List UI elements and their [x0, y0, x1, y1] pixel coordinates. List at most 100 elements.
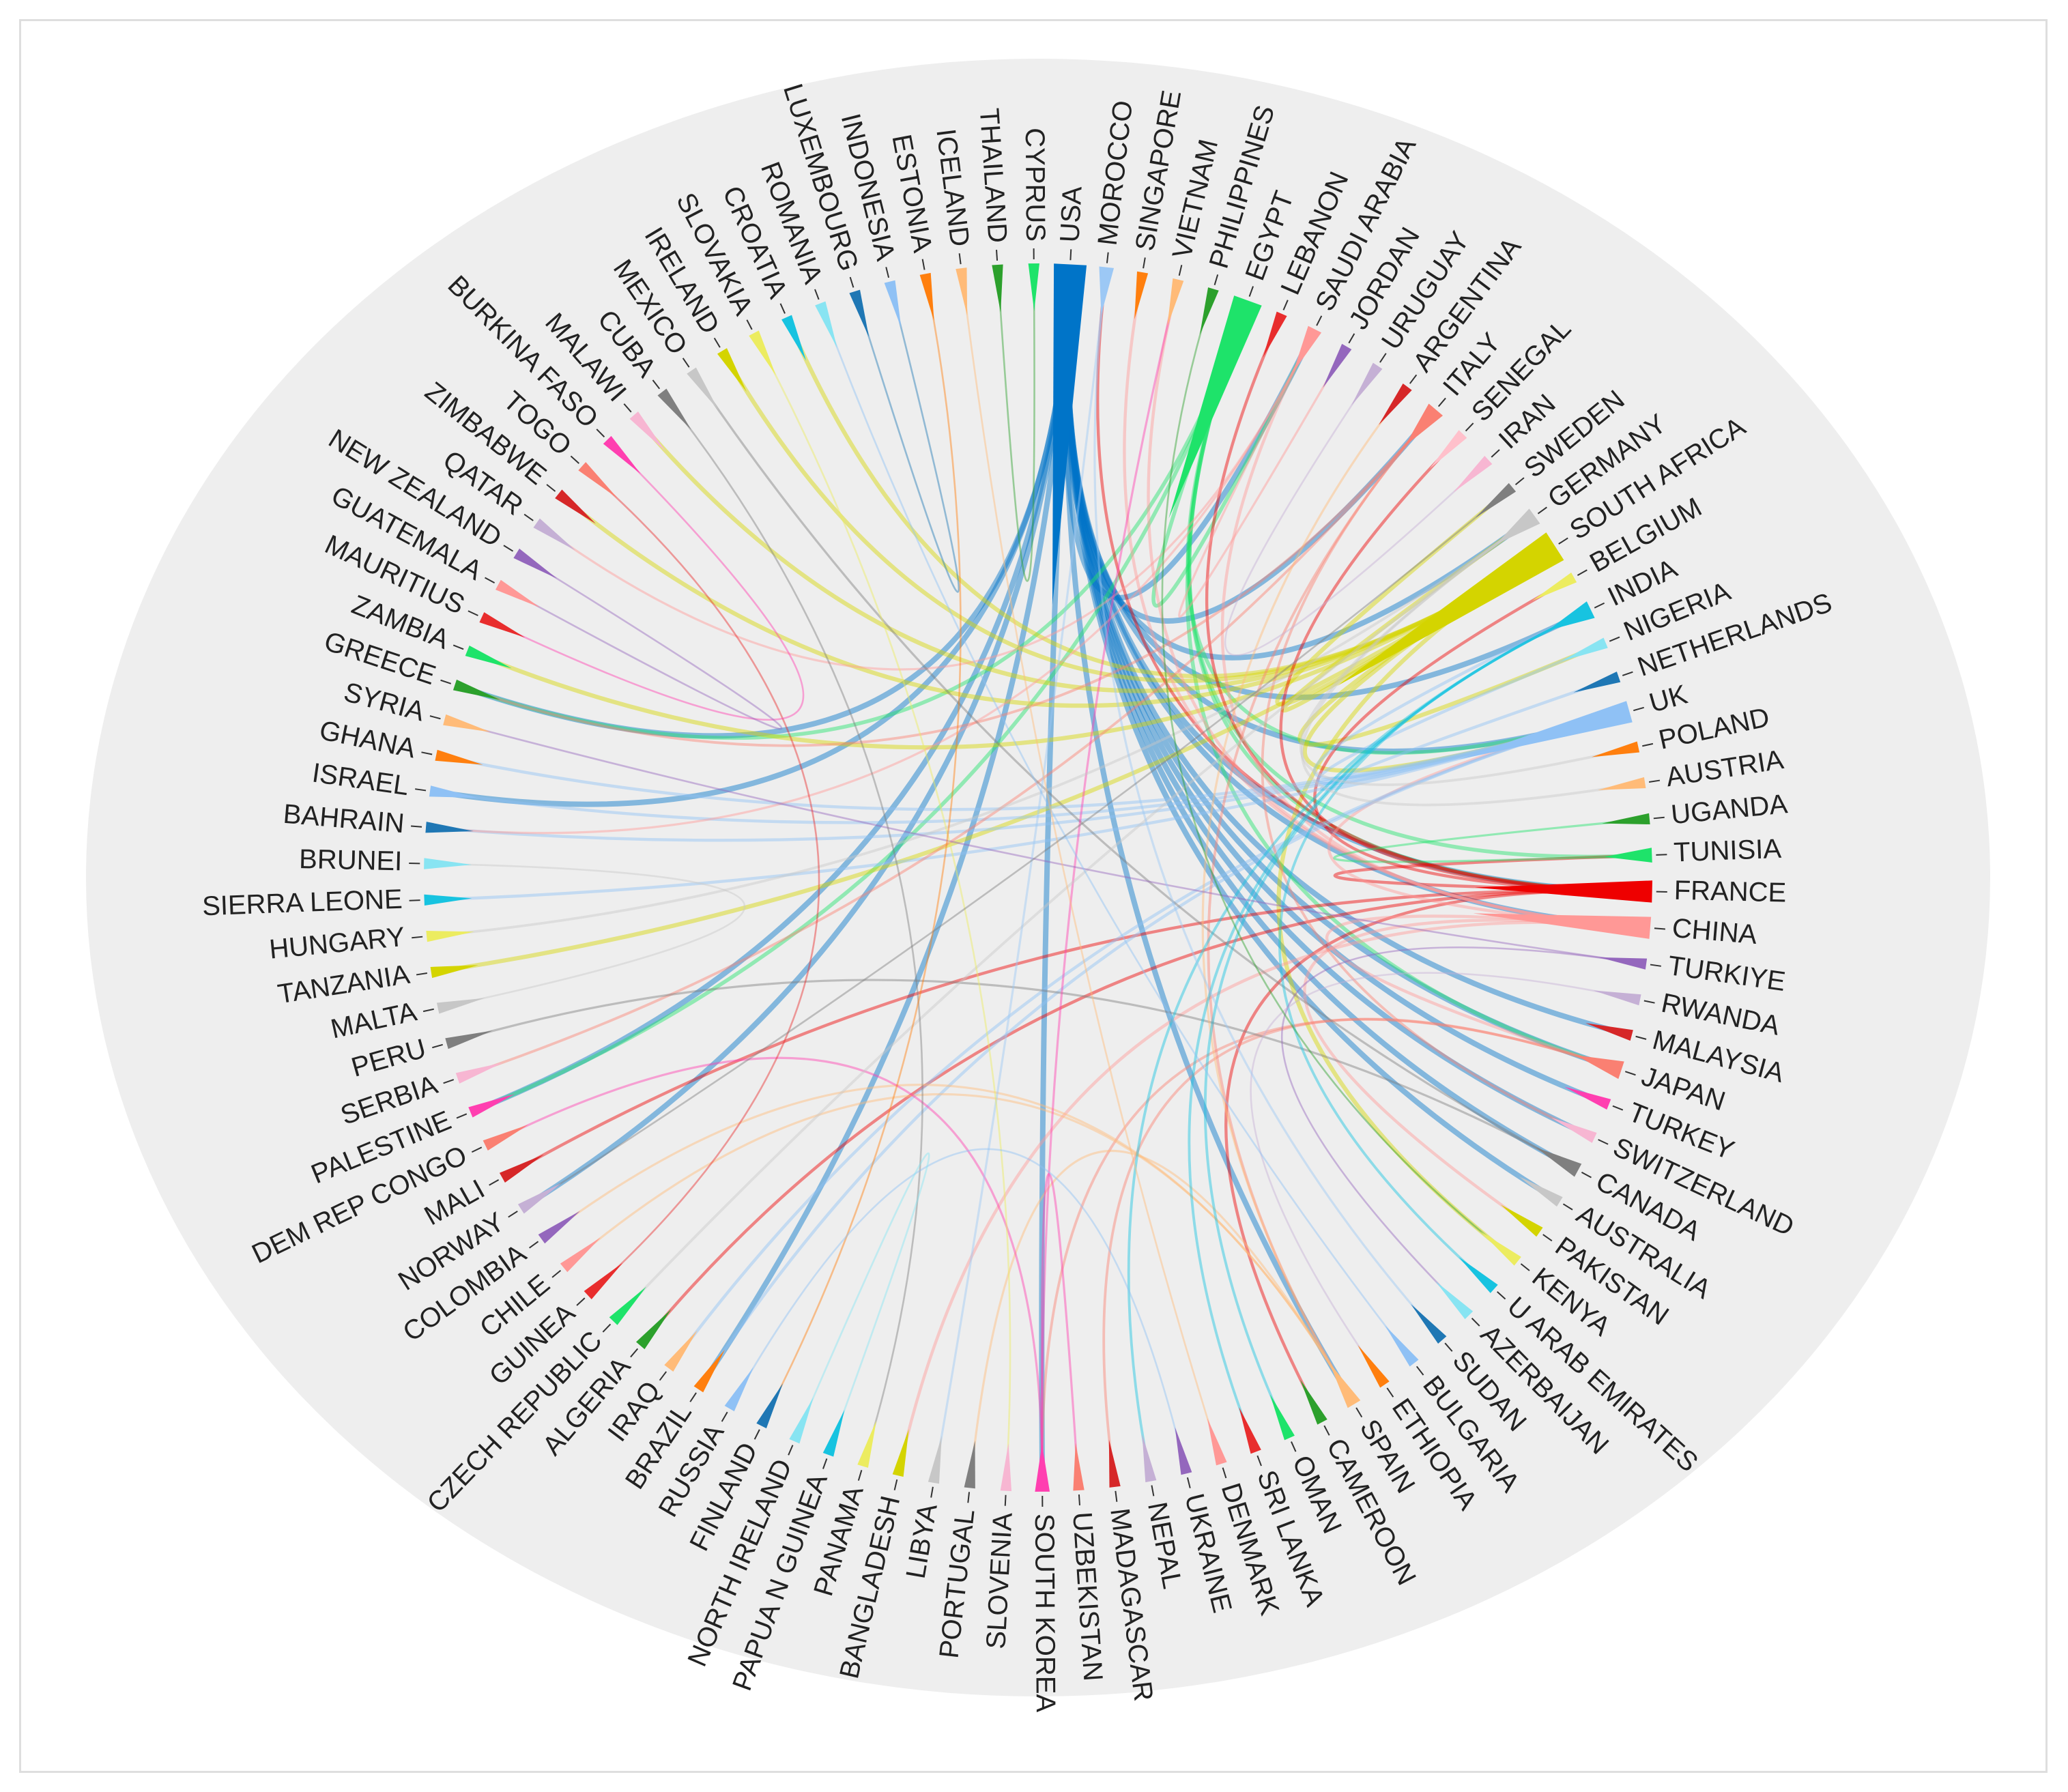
arc-morocco [1099, 266, 1115, 315]
link-usa-france [1065, 284, 1632, 894]
arc-australia [1519, 1176, 1563, 1207]
arc-norway [517, 1183, 562, 1214]
link-uk-ghana [455, 715, 1611, 811]
arc-croatia [781, 315, 807, 361]
link-china-pakistan [1303, 919, 1631, 1222]
link-germany-austria [1301, 527, 1625, 807]
link-italy-spain [1207, 424, 1424, 1388]
tick-ghana [421, 751, 433, 755]
tick-bangladesh [893, 1479, 898, 1490]
arc-pakistan [1500, 1204, 1543, 1237]
arc-south-korea [1035, 1443, 1050, 1492]
tick-guatemala [485, 577, 496, 583]
link-germany-hungary [446, 527, 1519, 936]
arc-bangladesh [892, 1429, 909, 1477]
arc-senegal [1430, 430, 1467, 469]
tick-south-africa [1558, 537, 1568, 545]
arc-canada [1536, 1147, 1582, 1177]
arc-cuba [657, 388, 691, 430]
arc-usa [1052, 263, 1087, 605]
arc-cyprus [1028, 263, 1039, 312]
arc-sweden [1475, 482, 1517, 518]
tick-italy [1437, 397, 1446, 407]
arc-bahrain [425, 822, 474, 833]
arc-oman [1269, 1394, 1295, 1441]
tick-azerbaijan [1471, 1317, 1480, 1327]
link-uruguay-iran [1224, 382, 1474, 656]
link-italy-switzerland [1261, 424, 1577, 1131]
arc-uruguay [1351, 362, 1383, 406]
arc-chile [560, 1237, 601, 1273]
link-north-ireland-papua-n-guinea [801, 1152, 930, 1436]
link-estonia-finland [769, 293, 962, 1408]
link-usa-palestine [488, 284, 1072, 1108]
tick-burkina-faso [596, 429, 605, 438]
tick-madagascar [1115, 1490, 1118, 1502]
link-china-singapore [1123, 292, 1631, 928]
arc-vietnam [1167, 278, 1184, 326]
link-usa-germany [1064, 284, 1520, 661]
link-saudi-arabia-qatar [552, 347, 1307, 671]
arc-iraq [664, 1330, 698, 1372]
link-south-africa-kenya [1276, 555, 1540, 1250]
tick-panama [857, 1470, 863, 1481]
link-usa-japan [1065, 284, 1603, 1067]
link-uk-netherlands [1319, 682, 1611, 792]
tick-nepal [1151, 1485, 1155, 1497]
tick-ireland [713, 337, 721, 348]
label-tunisia: TUNISIA [1673, 834, 1782, 868]
link-egypt-france [1187, 319, 1632, 893]
label-south-korea: SOUTH KOREA [1029, 1514, 1061, 1713]
tick-togo [570, 455, 579, 464]
label-cyprus: CYPRUS [1020, 128, 1050, 242]
link-spain-portugal [971, 1149, 1345, 1468]
arc-colombia [538, 1211, 580, 1244]
arc-greece [453, 679, 500, 700]
arc-egypt [1168, 295, 1262, 519]
arc-india [1547, 601, 1595, 631]
arcs-layer [424, 263, 1652, 1492]
arc-lebanon [1263, 311, 1287, 358]
link-uk-iraq [680, 715, 1611, 1353]
arc-philippines [1199, 287, 1219, 335]
link-thailand-cyprus [998, 284, 1035, 582]
link-south-africa-croatia [792, 334, 1540, 679]
link-china-uk [1327, 715, 1631, 928]
tick-uzbekistan [1078, 1494, 1080, 1506]
tick-papua-n-guinea [822, 1458, 828, 1469]
tick-germany [1537, 506, 1547, 515]
link-france-cameroon [1224, 889, 1632, 1405]
link-south-korea-vietnam [1041, 299, 1175, 1471]
arc-uganda [1602, 813, 1650, 825]
tick-canada [1581, 1172, 1592, 1179]
link-south-africa-ireland [730, 367, 1540, 683]
tick-colombia [529, 1241, 539, 1249]
tick-kenya [1520, 1263, 1530, 1271]
arc-guinea [584, 1262, 623, 1300]
arc-israel [429, 785, 478, 798]
tick-serbia [443, 1079, 455, 1084]
arc-north-ireland [789, 1397, 814, 1444]
tick-philippines [1213, 274, 1219, 285]
tick-japan [1624, 1071, 1636, 1076]
arc-ghana [435, 749, 483, 765]
label-china: CHINA [1671, 913, 1758, 950]
link-usa-china [1065, 284, 1631, 929]
chart-frame: USA MOROCCO SINGAPORE VIETNAM PHILIPPINES EGY… [19, 19, 2048, 1773]
tick-zimbabwe [546, 484, 556, 492]
tick-norway [508, 1211, 518, 1218]
tick-usa [1069, 249, 1072, 261]
arc-madagascar [1108, 1439, 1121, 1488]
arc-poland [1592, 741, 1640, 757]
arc-indonesia [884, 280, 902, 328]
tick-sri-lanka [1256, 1455, 1262, 1466]
tick-russia [721, 1411, 728, 1422]
tick-nigeria [1609, 636, 1620, 642]
link-india-oman [1204, 617, 1573, 1420]
tick-israel [415, 788, 427, 792]
label-brunei: BRUNEI [299, 844, 403, 876]
link-france-lebanon [1205, 332, 1632, 893]
arc-japan [1576, 1055, 1624, 1080]
tick-estonia [921, 259, 925, 270]
link-usa-israel [450, 284, 1072, 807]
